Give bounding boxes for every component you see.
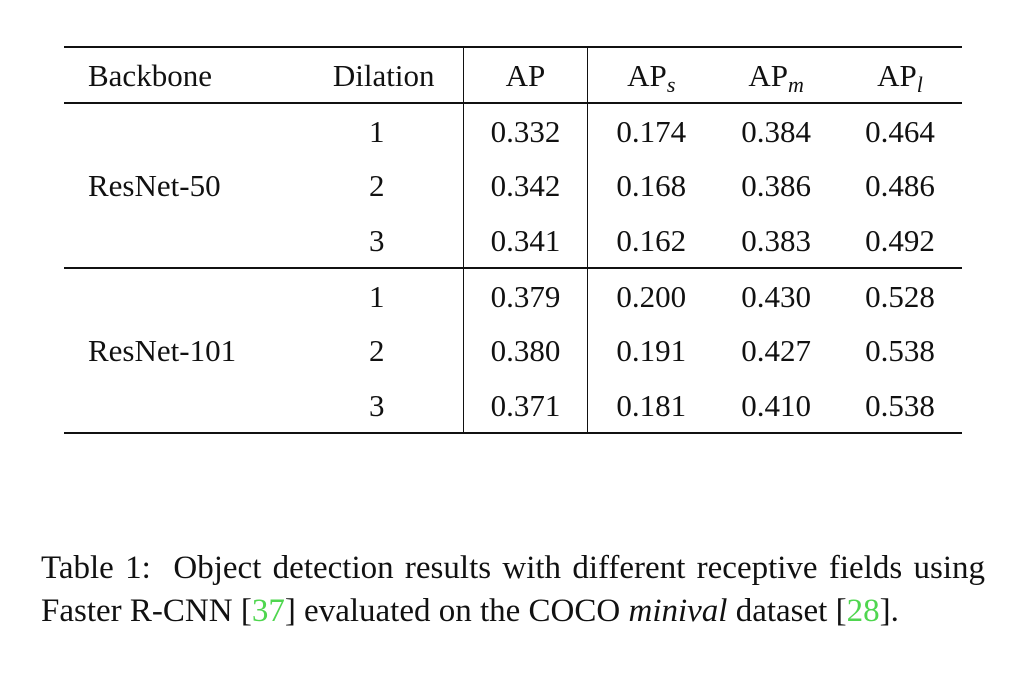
table-row: 2 0.380 0.191 0.427 0.538 — [64, 323, 962, 378]
ap-l-cell: 0.464 — [865, 113, 935, 149]
ap-cell: 0.371 — [462, 378, 588, 433]
header-ap-m-sub: m — [787, 71, 804, 97]
table-row: 3 0.371 0.181 0.410 0.538 — [64, 378, 962, 433]
dilation-cell: 1 — [369, 278, 385, 314]
dilation-cell: 1 — [369, 113, 385, 149]
ap-s-cell: 0.191 — [587, 323, 715, 378]
backbone-cell: ResNet-50 — [88, 168, 221, 203]
table-row: 2 0.342 0.168 0.386 0.486 — [64, 158, 962, 213]
results-table: Backbone Dilation AP APs APm APl ResNet-… — [64, 46, 962, 434]
header-ap-l-sub: l — [916, 71, 923, 97]
dilation-cell: 2 — [369, 168, 385, 203]
header-dilation: Dilation — [332, 57, 435, 93]
caption-italic-term: minival — [628, 593, 728, 629]
ap-cell: 0.380 — [462, 323, 588, 378]
header-ap-s-base: AP — [627, 57, 667, 93]
header-ap-s-sub: s — [666, 71, 676, 97]
ap-l-cell: 0.486 — [865, 168, 935, 203]
caption-text: Object detection results with different … — [41, 550, 986, 629]
ap-s-cell: 0.168 — [587, 158, 715, 213]
table-caption: Table 1: Object detection results with d… — [41, 547, 985, 633]
dilation-cell: 3 — [369, 222, 385, 258]
citation-link-28[interactable]: 28 — [846, 593, 880, 629]
dilation-cell: 3 — [369, 387, 385, 423]
table-row: ResNet-101 1 0.379 0.200 0.430 0.528 — [64, 268, 962, 366]
caption-text: dataset [ — [727, 593, 847, 629]
header-ap: AP — [462, 47, 588, 103]
ap-m-cell: 0.383 — [741, 222, 811, 258]
ap-l-cell: 0.528 — [865, 278, 935, 314]
header-ap-s: APs — [587, 47, 715, 103]
backbone-cell: ResNet-101 — [88, 333, 237, 368]
header-backbone: Backbone — [88, 57, 212, 93]
ap-m-cell: 0.430 — [741, 278, 811, 314]
caption-label: Table 1: — [41, 550, 151, 586]
ap-cell: 0.341 — [462, 213, 588, 268]
ap-s-cell: 0.200 — [587, 268, 715, 323]
citation-link-37[interactable]: 37 — [251, 593, 285, 629]
ap-m-cell: 0.410 — [741, 387, 811, 423]
header-row: Backbone Dilation AP APs APm APl — [64, 47, 962, 103]
ap-cell: 0.379 — [462, 268, 588, 323]
header-ap-m-base: AP — [748, 57, 788, 93]
ap-m-cell: 0.386 — [741, 168, 811, 203]
ap-cell: 0.332 — [462, 103, 588, 158]
ap-l-cell: 0.538 — [865, 333, 935, 368]
header-ap-m: APm — [714, 47, 838, 103]
ap-s-cell: 0.174 — [587, 103, 715, 158]
table-row: ResNet-50 1 0.332 0.174 0.384 0.464 — [64, 103, 962, 201]
ap-cell: 0.342 — [462, 158, 588, 213]
ap-s-cell: 0.181 — [587, 378, 715, 433]
caption-text: ]. — [879, 593, 899, 629]
ap-m-cell: 0.384 — [741, 113, 811, 149]
table-row: 3 0.341 0.162 0.383 0.492 — [64, 213, 962, 268]
ap-l-cell: 0.492 — [865, 222, 935, 258]
header-ap-l: APl — [838, 47, 962, 103]
ap-s-cell: 0.162 — [587, 213, 715, 268]
caption-text: ] evaluated on the COCO — [284, 593, 629, 629]
ap-m-cell: 0.427 — [741, 333, 811, 368]
header-ap-l-base: AP — [877, 57, 917, 93]
ap-l-cell: 0.538 — [865, 387, 935, 423]
dilation-cell: 2 — [369, 333, 385, 368]
